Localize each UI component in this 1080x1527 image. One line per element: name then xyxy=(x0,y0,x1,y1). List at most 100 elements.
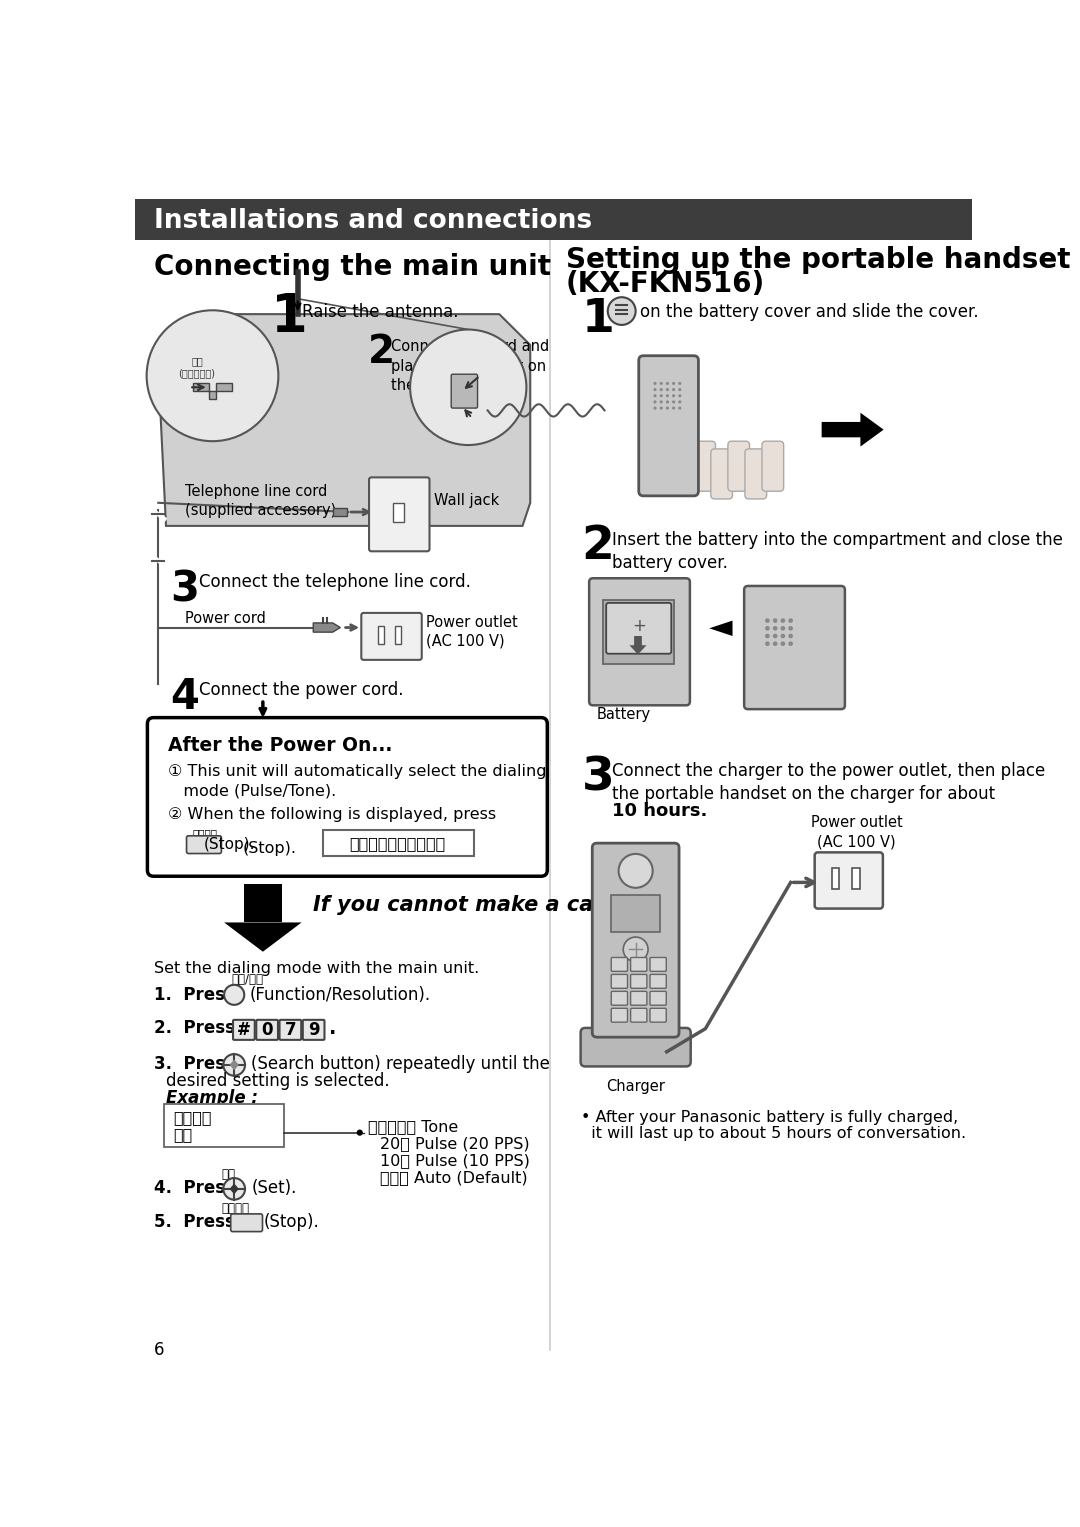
Circle shape xyxy=(660,394,663,397)
FancyBboxPatch shape xyxy=(256,1020,278,1040)
Text: Raise the antenna.: Raise the antenna. xyxy=(301,302,458,321)
Text: it will last up to about 5 hours of conversation.: it will last up to about 5 hours of conv… xyxy=(581,1127,967,1142)
Text: If you cannot make a call...: If you cannot make a call... xyxy=(313,895,632,915)
FancyBboxPatch shape xyxy=(323,831,474,857)
Text: 自動: 自動 xyxy=(174,1127,193,1142)
Text: 機能/画質: 機能/画質 xyxy=(232,973,264,986)
Circle shape xyxy=(672,382,675,385)
Circle shape xyxy=(788,618,793,623)
Text: +: + xyxy=(632,617,646,635)
Text: • After your Panasonic battery is fully charged,: • After your Panasonic battery is fully … xyxy=(581,1110,959,1124)
Circle shape xyxy=(781,618,785,623)
Polygon shape xyxy=(193,383,232,399)
Circle shape xyxy=(765,618,770,623)
Circle shape xyxy=(666,400,669,403)
FancyBboxPatch shape xyxy=(744,586,845,709)
Circle shape xyxy=(660,382,663,385)
FancyBboxPatch shape xyxy=(631,974,647,988)
Text: desired setting is selected.: desired setting is selected. xyxy=(166,1072,390,1090)
Polygon shape xyxy=(230,1183,239,1194)
Text: (Stop).: (Stop). xyxy=(243,841,297,855)
Circle shape xyxy=(781,634,785,638)
Text: 0: 0 xyxy=(261,1022,273,1038)
Text: 3.  Press: 3. Press xyxy=(153,1055,241,1073)
Text: 自動： Auto (Default): 自動： Auto (Default) xyxy=(380,1170,527,1185)
FancyBboxPatch shape xyxy=(631,991,647,1005)
FancyBboxPatch shape xyxy=(231,1214,262,1232)
Text: 10： Pulse (10 PPS): 10： Pulse (10 PPS) xyxy=(380,1153,530,1168)
Text: 6: 6 xyxy=(153,1341,164,1359)
FancyBboxPatch shape xyxy=(302,1020,324,1040)
Polygon shape xyxy=(333,508,347,516)
Text: 10 hours.: 10 hours. xyxy=(612,802,707,820)
Circle shape xyxy=(224,1177,245,1200)
Text: Wall jack: Wall jack xyxy=(434,493,499,508)
Text: Connect the cord and
place the handset on
the main unit.: Connect the cord and place the handset o… xyxy=(391,339,549,394)
Bar xyxy=(852,867,860,889)
Circle shape xyxy=(773,626,778,631)
Circle shape xyxy=(666,388,669,391)
FancyBboxPatch shape xyxy=(362,612,422,660)
FancyBboxPatch shape xyxy=(611,974,627,988)
Bar xyxy=(378,626,383,644)
Circle shape xyxy=(678,382,681,385)
Text: Set the dialing mode with the main unit.: Set the dialing mode with the main unit. xyxy=(153,960,478,976)
Circle shape xyxy=(356,1130,363,1136)
Text: 3: 3 xyxy=(170,568,199,611)
Text: .: . xyxy=(328,1020,336,1038)
Text: on the battery cover and slide the cover.: on the battery cover and slide the cover… xyxy=(640,304,978,321)
Circle shape xyxy=(672,388,675,391)
FancyBboxPatch shape xyxy=(631,1008,647,1022)
FancyBboxPatch shape xyxy=(164,1104,284,1147)
FancyBboxPatch shape xyxy=(590,579,690,705)
Text: ② When the following is displayed, press: ② When the following is displayed, press xyxy=(167,806,496,822)
Polygon shape xyxy=(313,623,340,632)
Circle shape xyxy=(666,406,669,409)
Circle shape xyxy=(224,1054,245,1075)
Text: Power outlet
(AC 100 V): Power outlet (AC 100 V) xyxy=(427,615,518,649)
Text: 1.  Press: 1. Press xyxy=(153,985,240,1003)
FancyBboxPatch shape xyxy=(611,991,627,1005)
FancyBboxPatch shape xyxy=(611,957,627,971)
Circle shape xyxy=(773,618,778,623)
Circle shape xyxy=(672,406,675,409)
Text: ストップ: ストップ xyxy=(221,1202,249,1215)
Text: Connect the telephone line cord.: Connect the telephone line cord. xyxy=(199,573,471,591)
FancyBboxPatch shape xyxy=(693,441,715,492)
FancyBboxPatch shape xyxy=(280,1020,301,1040)
Text: ストップ: ストップ xyxy=(192,828,217,838)
Text: Connect the power cord.: Connect the power cord. xyxy=(199,681,403,699)
Text: Power outlet
(AC 100 V): Power outlet (AC 100 V) xyxy=(811,815,903,849)
Circle shape xyxy=(788,626,793,631)
Circle shape xyxy=(608,298,636,325)
Circle shape xyxy=(765,634,770,638)
Text: 決定: 決定 xyxy=(221,1168,235,1180)
Text: 5.  Press: 5. Press xyxy=(153,1212,240,1231)
Circle shape xyxy=(660,400,663,403)
Circle shape xyxy=(672,400,675,403)
Circle shape xyxy=(653,382,657,385)
Text: Installations and connections: Installations and connections xyxy=(153,208,592,234)
FancyBboxPatch shape xyxy=(762,441,784,492)
Circle shape xyxy=(147,310,279,441)
Text: ① This unit will automatically select the dialing
   mode (Pulse/Tone).: ① This unit will automatically select th… xyxy=(167,764,546,799)
Circle shape xyxy=(765,641,770,646)
Text: 9: 9 xyxy=(308,1022,320,1038)
FancyBboxPatch shape xyxy=(650,974,666,988)
FancyBboxPatch shape xyxy=(745,449,767,499)
FancyBboxPatch shape xyxy=(711,449,732,499)
Circle shape xyxy=(410,330,526,444)
Text: 1: 1 xyxy=(271,292,308,344)
Circle shape xyxy=(788,634,793,638)
Text: Power cord: Power cord xyxy=(186,611,267,626)
FancyBboxPatch shape xyxy=(650,991,666,1005)
Text: (Stop).: (Stop). xyxy=(264,1212,320,1231)
Text: 4.  Press: 4. Press xyxy=(153,1179,241,1197)
Text: 2.  Press: 2. Press xyxy=(153,1020,241,1037)
Text: (KX-FKN516): (KX-FKN516) xyxy=(566,270,765,298)
FancyBboxPatch shape xyxy=(611,1008,627,1022)
Circle shape xyxy=(660,406,663,409)
Text: (Function/Resolution).: (Function/Resolution). xyxy=(249,985,431,1003)
FancyBboxPatch shape xyxy=(606,603,672,654)
Polygon shape xyxy=(230,1060,239,1070)
